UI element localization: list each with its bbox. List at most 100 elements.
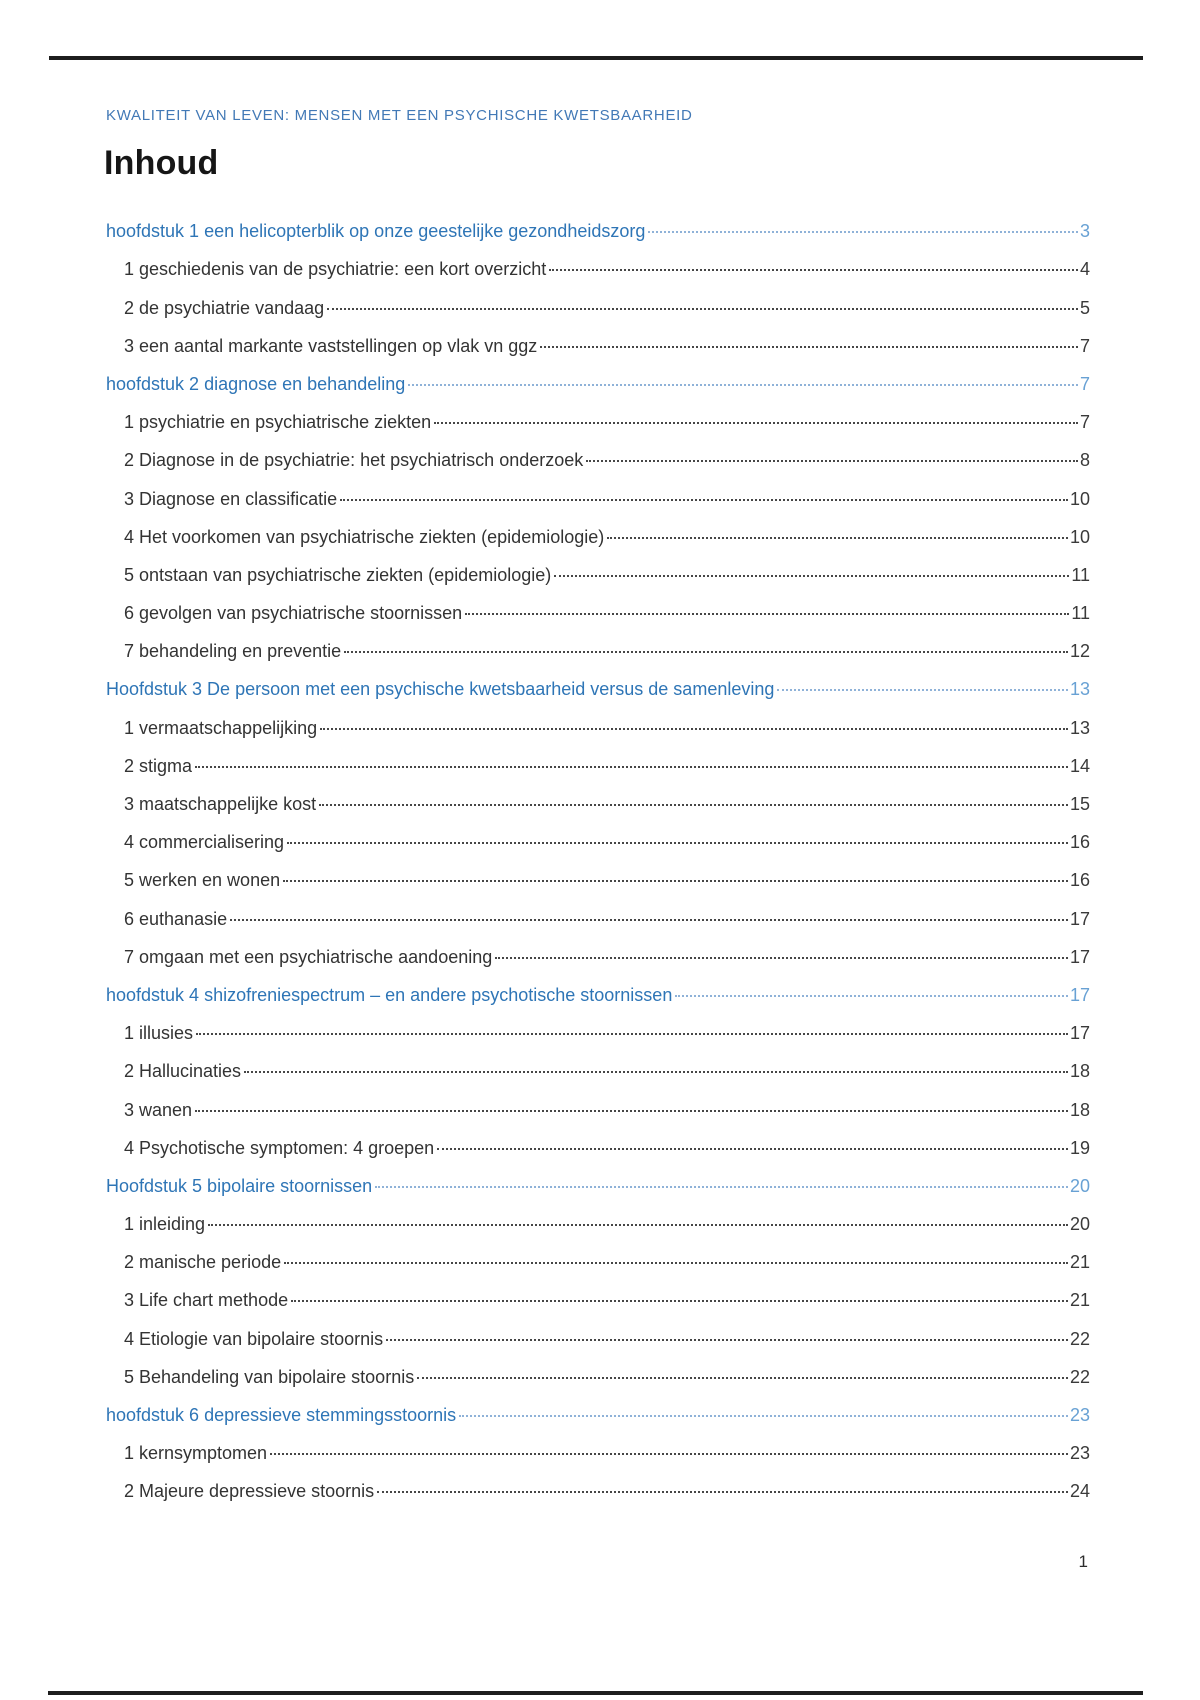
- toc-dotted-leader: [540, 345, 1078, 348]
- footer-page-number: 1: [1078, 1552, 1088, 1571]
- toc-entry[interactable]: 2 manische periode 21: [106, 1241, 1090, 1279]
- toc-page-number: 22: [1069, 1366, 1090, 1387]
- table-of-contents: hoofdstuk 1 een helicopterblik op onze g…: [106, 210, 1090, 1508]
- toc-entry-label: 7 behandeling en preventie: [124, 641, 342, 662]
- toc-entry[interactable]: 5 ontstaan van psychiatrische ziekten (e…: [106, 554, 1090, 592]
- toc-page-number: 16: [1069, 832, 1090, 853]
- toc-dotted-leader: [437, 1147, 1068, 1150]
- toc-dotted-leader: [675, 994, 1068, 997]
- toc-entry[interactable]: hoofdstuk 4 shizofreniespectrum – en and…: [106, 974, 1090, 1012]
- toc-dotted-leader: [434, 422, 1078, 425]
- toc-dotted-leader: [327, 307, 1078, 310]
- toc-page-number: 4: [1079, 259, 1090, 280]
- toc-entry[interactable]: 3 Diagnose en classificatie 10: [106, 477, 1090, 515]
- toc-page-number: 3: [1079, 221, 1090, 242]
- toc-entry-label: 2 stigma: [124, 755, 193, 776]
- toc-entry-label: 4 Etiologie van bipolaire stoornis: [124, 1328, 384, 1349]
- toc-entry-label: 3 maatschappelijke kost: [124, 794, 317, 814]
- toc-page-number: 23: [1069, 1443, 1090, 1464]
- toc-page-number: 14: [1069, 755, 1090, 776]
- toc-entry[interactable]: 2 Majeure depressieve stoornis 24: [106, 1470, 1090, 1508]
- toc-page-number: 22: [1069, 1328, 1090, 1349]
- toc-page-number: 16: [1069, 870, 1090, 891]
- toc-entry[interactable]: 7 omgaan met een psychiatrische aandoeni…: [106, 936, 1090, 974]
- toc-page-number: 7: [1079, 412, 1090, 433]
- toc-dotted-leader: [196, 1033, 1068, 1036]
- toc-entry[interactable]: 4 Etiologie van bipolaire stoornis 22: [106, 1317, 1090, 1355]
- toc-dotted-leader: [195, 765, 1068, 768]
- toc-entry[interactable]: Hoofdstuk 5 bipolaire stoornissen 20: [106, 1165, 1090, 1203]
- toc-page-number: 24: [1069, 1481, 1090, 1502]
- toc-entry[interactable]: 1 kernsymptomen 23: [106, 1432, 1090, 1470]
- toc-dotted-leader: [549, 269, 1078, 272]
- toc-entry[interactable]: 3 een aantal markante vaststellingen op …: [106, 325, 1090, 363]
- toc-dotted-leader: [244, 1071, 1068, 1074]
- toc-dotted-leader: [344, 651, 1068, 654]
- toc-entry[interactable]: 2 stigma 14: [106, 745, 1090, 783]
- toc-entry-label: 1 inleiding: [124, 1214, 206, 1235]
- toc-dotted-leader: [495, 956, 1068, 959]
- toc-page-number: 17: [1069, 908, 1090, 929]
- toc-page-number: 13: [1069, 717, 1090, 738]
- toc-page-number: 21: [1069, 1252, 1090, 1273]
- toc-entry-label: 6 gevolgen van psychiatrische stoornisse…: [124, 603, 463, 624]
- toc-dotted-leader: [270, 1453, 1068, 1456]
- toc-entry-label: 3 Diagnose en classificatie: [124, 488, 338, 509]
- toc-page-number: 17: [1069, 984, 1090, 1005]
- toc-entry-label: 2 de psychiatrie vandaag: [124, 297, 325, 318]
- toc-entry[interactable]: 1 geschiedenis van de psychiatrie: een k…: [106, 248, 1090, 286]
- toc-entry[interactable]: 1 psychiatrie en psychiatrische ziekten 7: [106, 401, 1090, 439]
- toc-page-number: 11: [1071, 564, 1090, 585]
- toc-dotted-leader: [648, 231, 1078, 234]
- toc-page-number: 20: [1069, 1214, 1090, 1235]
- toc-dotted-leader: [375, 1185, 1068, 1188]
- toc-entry-label: hoofdstuk 6 depressieve stemmingsstoorni…: [106, 1405, 457, 1425]
- toc-dotted-leader: [208, 1224, 1068, 1227]
- toc-entry-label: 5 Behandeling van bipolaire stoornis: [124, 1366, 415, 1387]
- toc-page-number: 20: [1069, 1175, 1090, 1196]
- toc-page-number: 18: [1069, 1099, 1090, 1120]
- toc-dotted-leader: [417, 1376, 1068, 1379]
- toc-entry[interactable]: 5 Behandeling van bipolaire stoornis 22: [106, 1356, 1090, 1394]
- toc-entry-label: 2 Hallucinaties: [124, 1061, 242, 1082]
- toc-entry[interactable]: 5 werken en wonen 16: [106, 859, 1090, 897]
- toc-entry[interactable]: hoofdstuk 2 diagnose en behandeling 7: [106, 363, 1090, 401]
- toc-entry[interactable]: 4 Het voorkomen van psychiatrische ziekt…: [106, 516, 1090, 554]
- toc-entry-label: 3 een aantal markante vaststellingen op …: [124, 335, 538, 356]
- toc-entry[interactable]: 3 maatschappelijke kost 15: [106, 783, 1090, 821]
- toc-dotted-leader: [777, 689, 1068, 692]
- toc-entry-label: 4 Psychotische symptomen: 4 groepen: [124, 1137, 435, 1158]
- toc-entry[interactable]: 6 euthanasie 17: [106, 897, 1090, 935]
- toc-dotted-leader: [586, 460, 1078, 463]
- toc-dotted-leader: [340, 498, 1068, 501]
- toc-entry[interactable]: 7 behandeling en preventie 12: [106, 630, 1090, 668]
- toc-entry[interactable]: 3 Life chart methode 21: [106, 1279, 1090, 1317]
- toc-entry[interactable]: 1 inleiding 20: [106, 1203, 1090, 1241]
- toc-entry[interactable]: 1 vermaatschappelijking 13: [106, 706, 1090, 744]
- toc-page-number: 12: [1069, 641, 1090, 662]
- toc-entry-label: 3 wanen: [124, 1099, 193, 1120]
- toc-entry[interactable]: 1 illusies 17: [106, 1012, 1090, 1050]
- toc-dotted-leader: [319, 804, 1068, 806]
- toc-entry[interactable]: 3 wanen 18: [106, 1088, 1090, 1126]
- toc-page-number: 5: [1079, 297, 1090, 318]
- toc-entry[interactable]: 2 Diagnose in de psychiatrie: het psychi…: [106, 439, 1090, 477]
- page-title: Inhoud: [104, 144, 219, 182]
- toc-entry-label: 1 geschiedenis van de psychiatrie: een k…: [124, 259, 547, 280]
- toc-entry-label: 3 Life chart methode: [124, 1290, 289, 1311]
- toc-entry[interactable]: hoofdstuk 6 depressieve stemmingsstoorni…: [106, 1394, 1090, 1432]
- toc-page-number: 11: [1071, 603, 1090, 624]
- bottom-rule: [48, 1691, 1143, 1695]
- toc-entry[interactable]: 6 gevolgen van psychiatrische stoornisse…: [106, 592, 1090, 630]
- toc-entry[interactable]: hoofdstuk 1 een helicopterblik op onze g…: [106, 210, 1090, 248]
- toc-dotted-leader: [320, 727, 1068, 730]
- toc-entry[interactable]: Hoofdstuk 3 De persoon met een psychisch…: [106, 668, 1090, 706]
- toc-entry[interactable]: 2 Hallucinaties 18: [106, 1050, 1090, 1088]
- toc-entry[interactable]: 4 commercialisering 16: [106, 821, 1090, 859]
- toc-page-number: 7: [1079, 373, 1090, 394]
- toc-entry[interactable]: 4 Psychotische symptomen: 4 groepen 19: [106, 1127, 1090, 1165]
- toc-entry[interactable]: 2 de psychiatrie vandaag 5: [106, 286, 1090, 324]
- toc-dotted-leader: [287, 842, 1068, 845]
- toc-entry-label: hoofdstuk 4 shizofreniespectrum – en and…: [106, 984, 673, 1005]
